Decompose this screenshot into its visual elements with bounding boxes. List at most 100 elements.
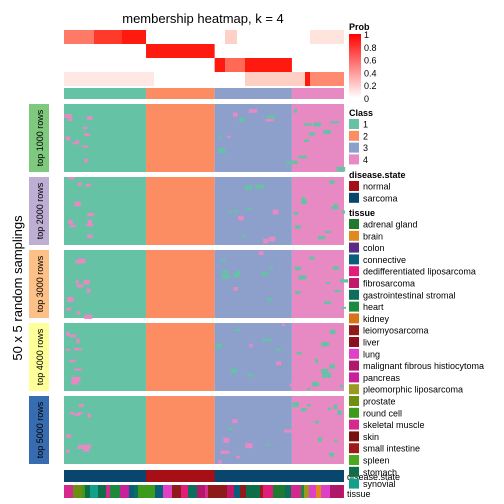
tissue-cell-26: [240, 485, 246, 498]
panel-3-speck-23: [269, 265, 274, 269]
tissue-cell-24: [227, 485, 234, 498]
top-class-segment-4: [291, 88, 344, 99]
panel-5-speck-29: [223, 437, 230, 443]
tissue-cell-7: [106, 485, 110, 498]
panel-3-speck-5: [261, 271, 269, 276]
panel-1-speck-4: [65, 136, 71, 141]
disease-legend-title: disease.state: [349, 170, 406, 180]
tissue-legend-swatch-18: [349, 419, 359, 430]
row-group-bar-1: [29, 104, 49, 172]
tissue-legend-swatch-5: [349, 266, 359, 277]
tissue-legend-swatch-2: [349, 230, 359, 241]
tissue-cell-5: [90, 485, 98, 498]
top-class-segment-2: [146, 88, 215, 99]
panel-5-speck-6: [327, 407, 332, 410]
prob-cell-shade-2: [94, 30, 122, 44]
row-group-label-2: top 2000 rows: [35, 182, 45, 239]
panel-2-speck-22: [77, 182, 82, 186]
panel-1-speck-2: [248, 109, 258, 113]
panel-3-speck-9: [340, 279, 349, 283]
class-legend-label-1: 1: [363, 120, 368, 130]
prob-legend-title: Prob: [349, 22, 370, 32]
panel-1-class-1: [64, 104, 147, 172]
tissue-cell-23: [218, 485, 227, 498]
panel-1-speck-30: [303, 123, 312, 126]
tissue-legend-swatch-4: [349, 254, 359, 265]
tissue-cell-15: [155, 485, 163, 498]
panel-4-speck-9: [312, 381, 320, 387]
tissue-legend-label-13: malignant fibrous histiocytoma: [363, 361, 484, 371]
panel-2-speck-14: [272, 209, 279, 215]
disease-legend-label-2: sarcoma: [363, 193, 398, 203]
tissue-legend-label-8: heart: [363, 302, 384, 312]
tissue-cell-11: [129, 485, 134, 498]
row-group-label-4: top 4000 rows: [35, 328, 45, 385]
panel-2-speck-12: [324, 230, 331, 234]
panel-2-speck-5: [242, 234, 246, 237]
panel-1-speck-13: [67, 118, 73, 121]
panel-1-speck-24: [298, 155, 307, 159]
panel-3-speck-13: [75, 260, 82, 264]
panel-3-speck-24: [294, 266, 301, 271]
tissue-legend-swatch-16: [349, 396, 359, 406]
prob-cell-shade-1: [64, 30, 94, 44]
panel-2-speck-17: [227, 211, 233, 214]
tissue-legend-label-18: skeletal muscle: [363, 420, 425, 430]
tissue-legend-label-16: prostate: [363, 397, 396, 407]
tissue-cell-16: [163, 485, 172, 498]
tissue-legend-label-19: skin: [363, 432, 379, 442]
top-class-bar: [64, 88, 344, 99]
disease-segment-normal: [146, 470, 215, 482]
tissue-annotation-label: tissue: [347, 489, 371, 499]
panel-5-speck-8: [220, 450, 230, 454]
panel-4-class-4: [291, 323, 344, 391]
tissue-legend-swatch-13: [349, 360, 359, 371]
tissue-legend-label-4: connective: [363, 255, 406, 265]
panel-4-speck-14: [262, 338, 272, 342]
panel-2-speck-18: [341, 210, 346, 214]
panel-5-speck-27: [337, 410, 342, 416]
tissue-legend-swatch-3: [349, 242, 359, 253]
prob-legend-gradient: [349, 34, 361, 98]
panel-1-speck-28: [83, 158, 88, 163]
prob-tick-3: 0.6: [364, 56, 377, 66]
panel-1-speck-7: [86, 116, 93, 120]
panel-3-speck-22: [86, 288, 91, 293]
panel-5-speck-20: [266, 443, 271, 447]
disease-state-annotation-label: disease.state: [347, 472, 400, 482]
prob-tick-2: 0.8: [364, 43, 377, 53]
panel-5-class-1: [64, 396, 147, 464]
panel-5-speck-28: [65, 449, 70, 453]
tissue-legend-label-12: lung: [363, 349, 380, 359]
tissue-legend-label-5: dedifferentiated liposarcoma: [363, 267, 476, 277]
tissue-legend-swatch-1: [349, 219, 359, 229]
panel-1-speck-21: [330, 121, 340, 124]
tissue-cell-18: [181, 485, 188, 498]
tissue-legend-swatch-17: [349, 407, 359, 418]
panel-5-speck-1: [84, 444, 92, 449]
panel-4-speck-2: [247, 373, 255, 377]
panel-1-speck-23: [291, 160, 298, 165]
panel-1-speck-5: [226, 135, 231, 138]
tissue-legend-swatch-7: [349, 289, 359, 300]
tissue-legend-label-23: synovial: [363, 479, 396, 489]
panel-3-speck-30: [332, 266, 340, 270]
panel-4-speck-13: [76, 338, 80, 344]
tissue-legend-swatch-10: [349, 325, 359, 336]
panel-2-class-3: [214, 177, 292, 245]
panel-1-speck-27: [293, 109, 297, 113]
panel-2-speck-28: [69, 224, 76, 228]
panel-5-speck-7: [66, 434, 72, 438]
tissue-cell-41: [334, 485, 342, 498]
prob-cell-shade-8: [310, 72, 344, 86]
panel-1-class-2: [146, 104, 215, 172]
prob-cell-shade-4: [310, 30, 344, 44]
panel-1-speck-26: [265, 118, 274, 122]
tissue-cell-31: [273, 485, 276, 498]
panel-2-speck-3: [331, 206, 339, 210]
panel-5-speck-21: [334, 439, 338, 443]
panel-2-speck-10: [87, 234, 93, 239]
panel-1-speck-20: [239, 117, 246, 123]
